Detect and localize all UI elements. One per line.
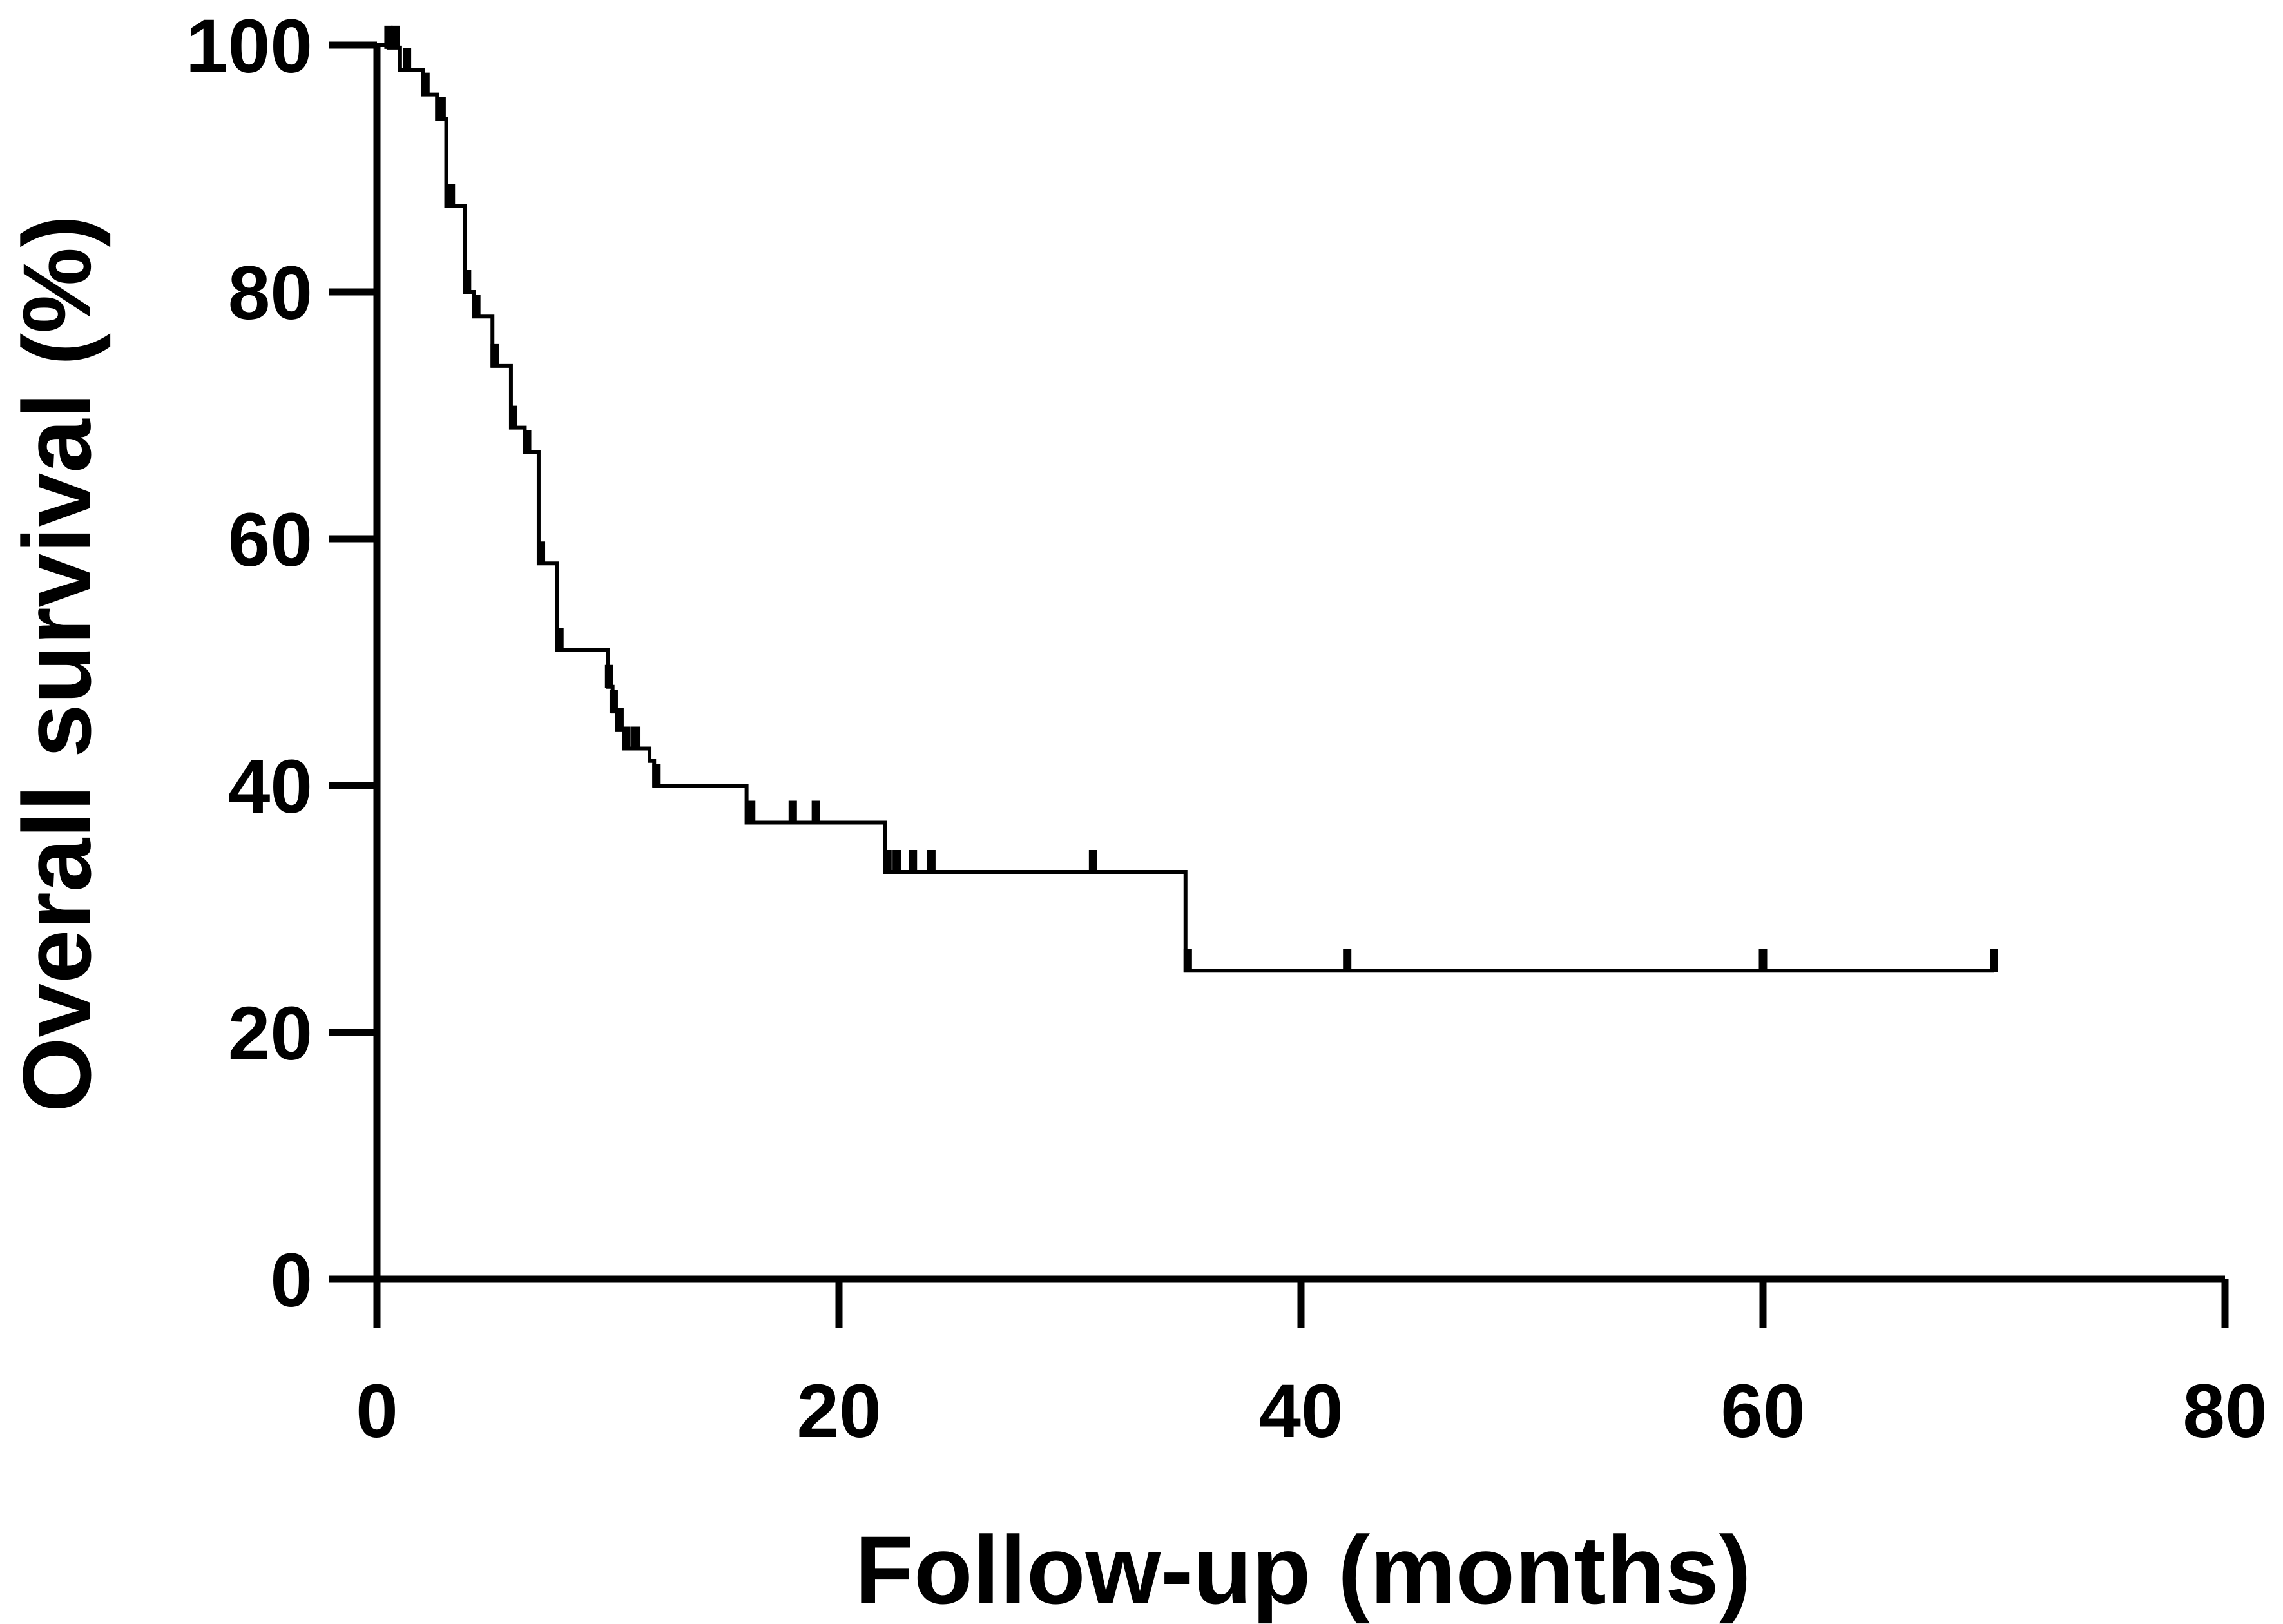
- y-tick-label: 80: [228, 251, 313, 336]
- y-tick-label: 20: [228, 991, 313, 1076]
- censor-marks: [384, 25, 1998, 972]
- x-axis-title: Follow-up (months): [854, 1516, 1751, 1624]
- y-tick-label: 40: [228, 744, 313, 829]
- axes: [373, 43, 2225, 1283]
- x-tick-label: 20: [796, 1369, 881, 1454]
- x-tick-label: 80: [2182, 1369, 2267, 1454]
- y-tick-label: 0: [270, 1238, 313, 1323]
- x-tick-label: 60: [1720, 1369, 1805, 1454]
- y-axis-title: Overall survival (%): [3, 215, 111, 1112]
- x-tick-label: 40: [1258, 1369, 1343, 1454]
- x-tick-label: 0: [356, 1369, 398, 1454]
- tick-labels: 0 20 40 60 80 0 20 40 60 80 100: [186, 4, 2268, 1454]
- y-tick-label: 100: [186, 4, 313, 89]
- y-tick-label: 60: [228, 498, 313, 583]
- tick-marks: [329, 41, 2229, 1328]
- survival-curve: [377, 43, 1994, 973]
